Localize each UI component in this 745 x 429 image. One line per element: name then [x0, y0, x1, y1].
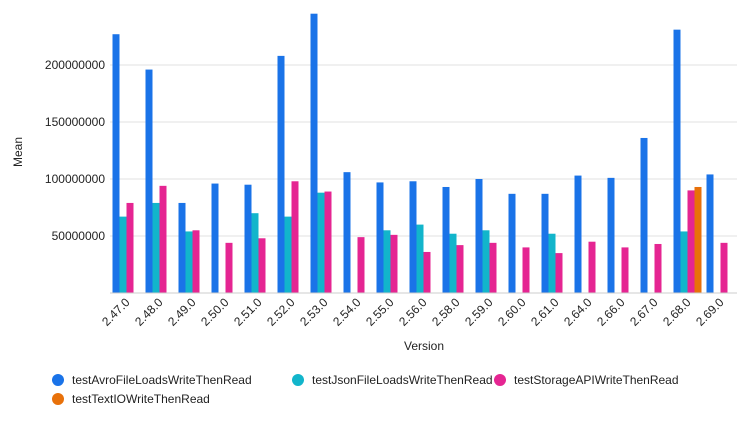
x-tick-label: 2.60.0 — [495, 295, 529, 329]
x-tick-label: 2.49.0 — [165, 295, 199, 329]
bar[interactable] — [541, 193, 549, 293]
x-tick-label: 2.54.0 — [330, 295, 364, 329]
x-tick-label: 2.61.0 — [528, 295, 562, 329]
bar[interactable] — [694, 186, 702, 293]
legend-swatch-icon — [52, 373, 64, 386]
x-tick-label: 2.68.0 — [660, 295, 694, 329]
bar[interactable] — [185, 231, 193, 293]
x-tick-label: 2.47.0 — [99, 295, 133, 329]
bar[interactable] — [126, 202, 134, 293]
bar[interactable] — [211, 183, 219, 293]
x-tick-label: 2.51.0 — [231, 295, 265, 329]
x-tick-label: 2.64.0 — [561, 295, 595, 329]
bar[interactable] — [225, 242, 233, 293]
bar[interactable] — [475, 179, 483, 293]
bar[interactable] — [706, 174, 714, 293]
bar[interactable] — [152, 202, 160, 293]
bar[interactable] — [687, 190, 695, 293]
bar[interactable] — [442, 186, 450, 293]
x-tick-label: 2.66.0 — [594, 295, 628, 329]
x-tick-label: 2.67.0 — [627, 295, 661, 329]
legend-swatch-icon — [292, 373, 304, 386]
x-tick-label: 2.53.0 — [297, 295, 331, 329]
legend-item-storage[interactable]: testStorageAPIWriteThenRead — [494, 373, 694, 387]
x-tick-label: 2.50.0 — [198, 295, 232, 329]
y-axis-title: Mean — [11, 137, 25, 167]
bar[interactable] — [482, 230, 490, 293]
legend-swatch-icon — [52, 392, 64, 405]
y-tick-label: 50000000 — [52, 229, 106, 243]
legend-label: testAvroFileLoadsWriteThenRead — [72, 372, 252, 387]
bar[interactable] — [640, 137, 648, 293]
bar[interactable] — [574, 175, 582, 293]
bar[interactable] — [409, 181, 417, 293]
bar[interactable] — [449, 233, 457, 293]
bar[interactable] — [343, 172, 351, 293]
bars — [112, 13, 728, 293]
bar[interactable] — [119, 216, 127, 293]
y-tick-label: 200000000 — [45, 58, 105, 72]
bar[interactable] — [376, 182, 384, 293]
bar[interactable] — [456, 245, 464, 293]
bar[interactable] — [159, 185, 167, 293]
bar[interactable] — [607, 177, 615, 293]
bar[interactable] — [654, 243, 662, 293]
bar[interactable] — [720, 242, 728, 293]
legend-item-json[interactable]: testJsonFileLoadsWriteThenRead — [292, 373, 494, 387]
bar[interactable] — [588, 241, 596, 293]
bar[interactable] — [251, 213, 259, 293]
x-tick-label: 2.48.0 — [132, 295, 166, 329]
legend-label: testStorageAPIWriteThenRead — [514, 372, 679, 387]
bar[interactable] — [357, 237, 365, 293]
bar[interactable] — [416, 224, 424, 293]
bar[interactable] — [390, 234, 398, 293]
bar[interactable] — [489, 242, 497, 293]
bar[interactable] — [680, 231, 688, 293]
bar[interactable] — [284, 216, 292, 293]
bar[interactable] — [310, 13, 318, 293]
bar[interactable] — [383, 230, 391, 293]
bar[interactable] — [423, 251, 431, 293]
bar[interactable] — [277, 55, 285, 293]
bar[interactable] — [621, 247, 629, 293]
bar[interactable] — [555, 253, 563, 293]
y-tick-label: 100000000 — [45, 172, 105, 186]
legend-item-avro[interactable]: testAvroFileLoadsWriteThenRead — [52, 373, 292, 387]
x-axis-title: Version — [404, 339, 444, 353]
bar[interactable] — [324, 191, 332, 293]
y-tick-label: 150000000 — [45, 115, 105, 129]
x-tick-label: 2.55.0 — [363, 295, 397, 329]
bar[interactable] — [244, 184, 252, 293]
x-tick-label: 2.52.0 — [264, 295, 298, 329]
bar[interactable] — [258, 238, 266, 293]
bar[interactable] — [112, 34, 120, 293]
bar[interactable] — [673, 29, 681, 293]
bar[interactable] — [192, 230, 200, 293]
x-tick-label: 2.69.0 — [693, 295, 727, 329]
bar[interactable] — [522, 247, 530, 293]
x-tick-label: 2.59.0 — [462, 295, 496, 329]
legend-swatch-icon — [494, 373, 506, 386]
legend-item-textio[interactable]: testTextIOWriteThenRead — [52, 392, 292, 406]
bar[interactable] — [178, 202, 186, 293]
legend-row: testTextIOWriteThenRead — [52, 389, 732, 408]
bar[interactable] — [317, 192, 325, 293]
legend-label: testTextIOWriteThenRead — [72, 391, 210, 406]
legend-row: testAvroFileLoadsWriteThenRead testJsonF… — [52, 370, 732, 389]
legend: testAvroFileLoadsWriteThenRead testJsonF… — [52, 370, 732, 408]
bar[interactable] — [548, 233, 556, 293]
bar[interactable] — [508, 193, 516, 293]
x-tick-label: 2.56.0 — [396, 295, 430, 329]
legend-label: testJsonFileLoadsWriteThenRead — [312, 372, 493, 387]
bar[interactable] — [291, 181, 299, 293]
bar[interactable] — [145, 69, 153, 293]
x-tick-label: 2.58.0 — [429, 295, 463, 329]
